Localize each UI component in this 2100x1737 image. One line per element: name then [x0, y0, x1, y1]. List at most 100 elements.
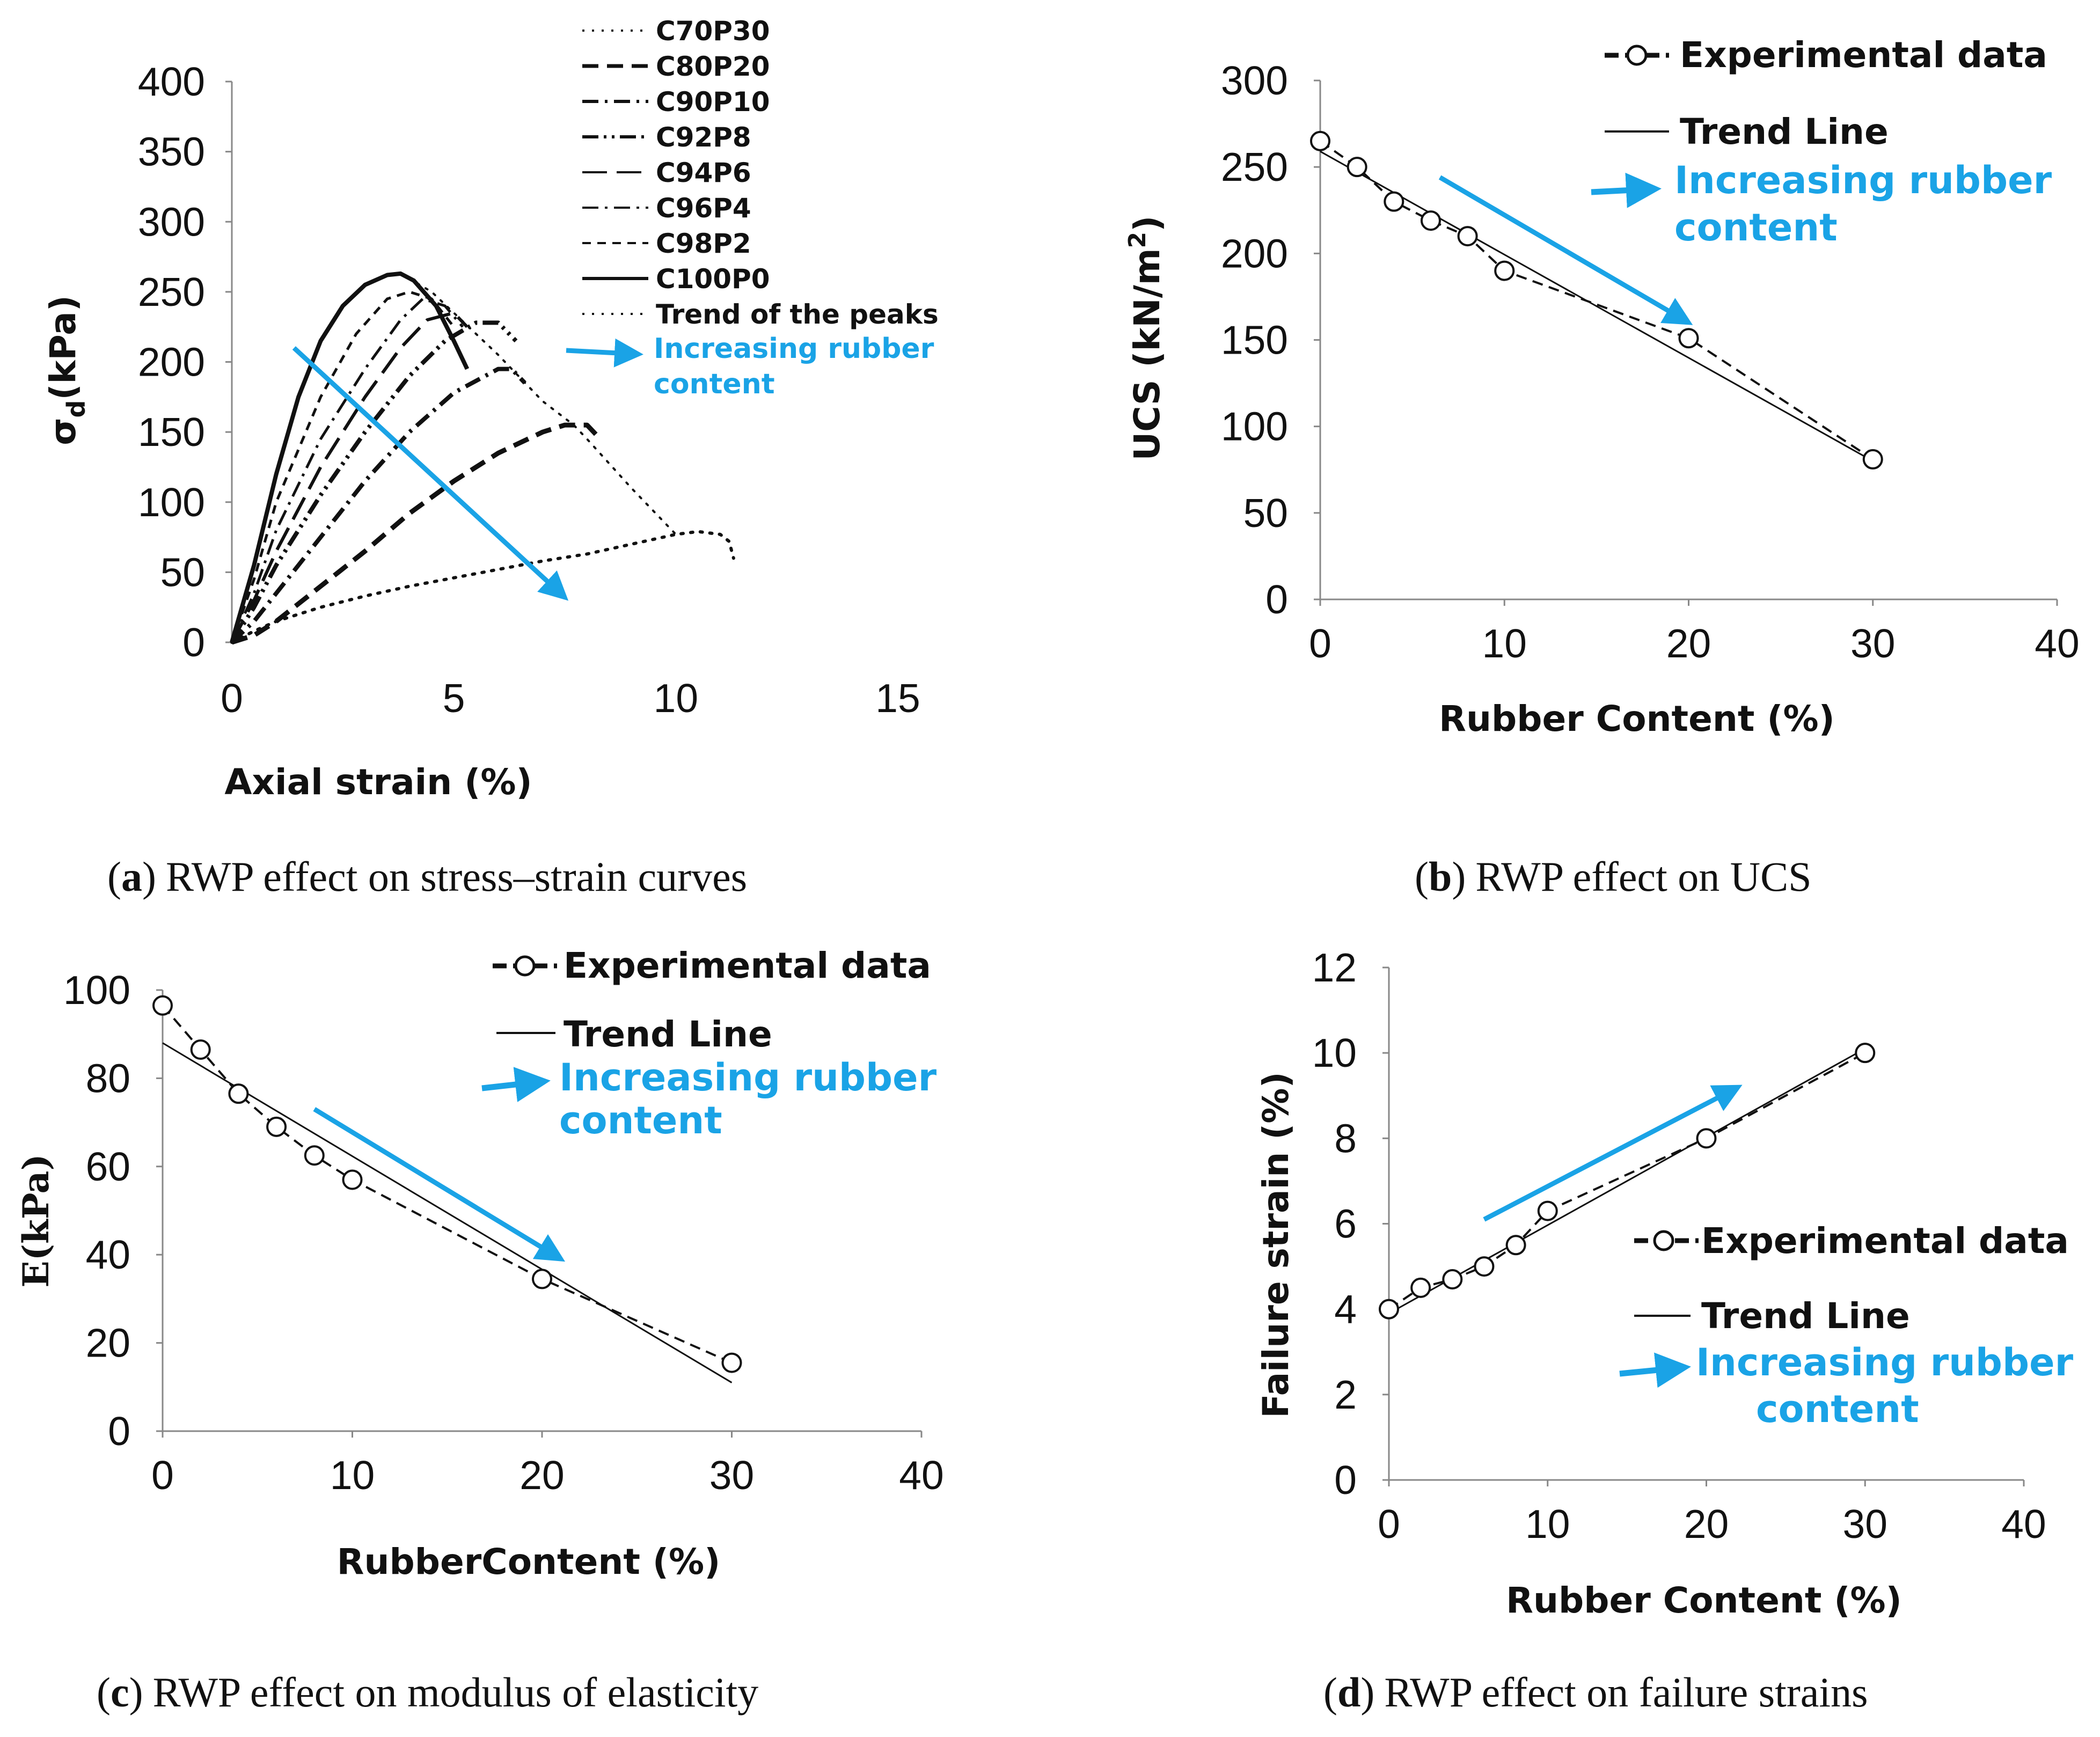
panel-b-y-tick-label: 0 — [1265, 577, 1288, 622]
panel-b-x-axis-title: Rubber Content (%) — [1439, 698, 1835, 739]
panel-a-series-c90p10 — [230, 367, 526, 644]
panel-b-x-tick-label: 20 — [1666, 621, 1711, 666]
panel-a-caption-text: RWP effect on stress–strain curves — [166, 853, 747, 900]
panel-c-caption: (c) RWP effect on modulus of elasticity — [97, 1669, 758, 1716]
panel-b-caption: (b) RWP effect on UCS — [1415, 853, 1812, 900]
panel-b-increasing-rubber-arrow — [1438, 175, 1693, 325]
panel-a-y-tick-label: 100 — [138, 480, 205, 525]
panel-d-note-arrow — [1619, 1352, 1691, 1388]
panel-d-x-tick-label: 10 — [1525, 1501, 1570, 1547]
panel-a-legend-label: C94P6 — [656, 157, 751, 188]
panel-a-y-axis-subscript: d — [62, 400, 91, 418]
panel-b-data-point — [1310, 130, 1330, 151]
panel-b-data-point — [1678, 328, 1699, 349]
panel-a-legend-label: C80P20 — [656, 51, 770, 82]
panel-d-legend: Experimental data Trend Line — [1634, 1220, 2069, 1337]
panel-b-data-point — [1384, 191, 1404, 212]
panel-a-series-c98p2 — [230, 290, 455, 643]
panel-b: 0 50 100 150 200 250 300 0 10 20 30 40 Rubber Conte… — [1124, 34, 2080, 900]
panel-a-series-c94p6 — [230, 311, 469, 643]
panel-d-y-tick-label: 2 — [1334, 1372, 1357, 1417]
panel-d-legend-experimental-marker — [1634, 1230, 1699, 1251]
panel-a-legend-label: C90P10 — [656, 86, 770, 118]
panel-a-y-tick-label: 50 — [160, 549, 205, 595]
panel-b-caption-letter: b — [1429, 853, 1452, 900]
panel-d-x-tick-label: 40 — [2001, 1501, 2046, 1547]
panel-b-legend-experimental-label: Experimental data — [1680, 34, 2047, 76]
panel-a-series-c70p30 — [230, 530, 735, 644]
panel-c-caption-text: RWP effect on modulus of elasticity — [153, 1669, 759, 1716]
panel-b-y-axis-title: UCS (kN/m2) — [1124, 216, 1168, 461]
panel-a-series-c96p4 — [230, 297, 464, 643]
panel-b-y-axis-label: UCS (kN/m — [1126, 248, 1168, 460]
panel-a-x-tick-label: 5 — [443, 676, 465, 721]
panel-d-y-tick-label: 8 — [1334, 1116, 1357, 1161]
panel-b-data-point — [1457, 226, 1478, 247]
panel-b-legend-experimental-marker — [1605, 45, 1669, 66]
panel-d-y-tick-label: 6 — [1334, 1201, 1357, 1247]
panel-c-y-tick-label: 0 — [108, 1409, 130, 1454]
panel-b-note-line1: Increasing rubber — [1674, 158, 2052, 202]
panel-d-y-tick-label: 10 — [1312, 1030, 1357, 1075]
panel-c-legend-experimental-marker — [493, 955, 557, 977]
panel-d-caption-text: RWP effect on failure strains — [1384, 1669, 1868, 1716]
panel-d-x-tick-label: 0 — [1378, 1501, 1400, 1547]
panel-b-legend-trend-label: Trend Line — [1680, 111, 1889, 152]
panel-d-caption-letter: d — [1337, 1669, 1360, 1716]
panel-a-legend: C70P30 C80P20 C90P10 C92P8 C94P6 C96P4 C98P2 C1… — [582, 16, 939, 330]
panel-a-legend-label: C98P2 — [656, 228, 751, 259]
panel-d-data-point — [1855, 1043, 1876, 1064]
panel-a-series-c100p0 — [230, 271, 470, 643]
panel-b-legend: Experimental data Trend Line — [1605, 34, 2047, 152]
panel-c-data-point — [304, 1145, 325, 1166]
panel-b-data-point — [1494, 260, 1515, 281]
panel-c-data-point — [152, 995, 173, 1016]
panel-d-data-point — [1474, 1256, 1495, 1277]
panel-d-increasing-rubber-arrow — [1483, 1084, 1743, 1222]
panel-c-x-tick-label: 40 — [899, 1453, 943, 1498]
panel-b-note: Increasing rubber content — [1591, 158, 2052, 250]
panel-b-y-tick-label: 150 — [1221, 318, 1288, 363]
panel-b-data-point — [1420, 210, 1441, 231]
panel-b-y-axis-close: ) — [1126, 216, 1168, 232]
panel-c-x-tick-label: 10 — [330, 1453, 375, 1498]
panel-c-data-point — [228, 1083, 249, 1104]
panel-c-data-point — [342, 1169, 363, 1190]
panel-a-y-tick-label: 250 — [138, 269, 205, 314]
panel-a-y-tick-label: 350 — [138, 129, 205, 174]
panel-a-y-tick-label: 200 — [138, 340, 205, 385]
panel-b-note-line2: content — [1674, 206, 1838, 250]
panel-b-caption-text: RWP effect on UCS — [1475, 853, 1811, 900]
panel-c-x-tick-label: 20 — [519, 1453, 564, 1498]
panel-a-x-axis-title: Axial strain (%) — [224, 761, 532, 803]
panel-d-note-line2: content — [1756, 1387, 1919, 1431]
panel-a-series-c80p20 — [231, 422, 602, 645]
panel-a-y-tick-label: 300 — [138, 199, 205, 244]
panel-d-note-line1: Increasing rubber — [1696, 1340, 2074, 1384]
panel-d-data-point — [1410, 1277, 1431, 1298]
panel-c-plot: 0 20 40 60 80 100 0 10 20 30 40 — [63, 968, 944, 1498]
panel-d-x-tick-label: 20 — [1684, 1501, 1729, 1547]
panel-d-y-tick-label: 0 — [1334, 1457, 1357, 1503]
panel-b-data-point — [1862, 449, 1883, 470]
panel-c-note-line2: content — [559, 1098, 722, 1142]
panel-c-caption-letter: c — [111, 1669, 129, 1716]
panel-a-y-axis-symbol: σ — [42, 417, 84, 445]
panel-d-data-point — [1379, 1299, 1399, 1320]
panel-c-y-tick-label: 60 — [86, 1144, 130, 1189]
panel-a-y-tick-label: 0 — [182, 620, 205, 665]
panel-c-trend-line — [162, 1042, 733, 1383]
panel-d-data-point — [1442, 1269, 1463, 1289]
panel-d-y-tick-label: 12 — [1312, 945, 1357, 990]
panel-d: 0 2 4 6 8 10 12 0 10 20 30 40 Rubber Content (%) Fa… — [1255, 945, 2074, 1716]
panel-c-y-tick-label: 100 — [63, 968, 130, 1013]
panel-c-increasing-rubber-arrow — [313, 1107, 566, 1262]
panel-d-note: Increasing rubber content — [1619, 1340, 2074, 1431]
panel-d-legend-trend-label: Trend Line — [1701, 1295, 1910, 1337]
panel-a-note-line2: content — [654, 368, 775, 400]
panel-a-caption: (a) RWP effect on stress–strain curves — [107, 853, 747, 900]
panel-c-legend-experimental-label: Experimental data — [564, 945, 931, 986]
panel-b-x-tick-label: 0 — [1309, 621, 1331, 666]
